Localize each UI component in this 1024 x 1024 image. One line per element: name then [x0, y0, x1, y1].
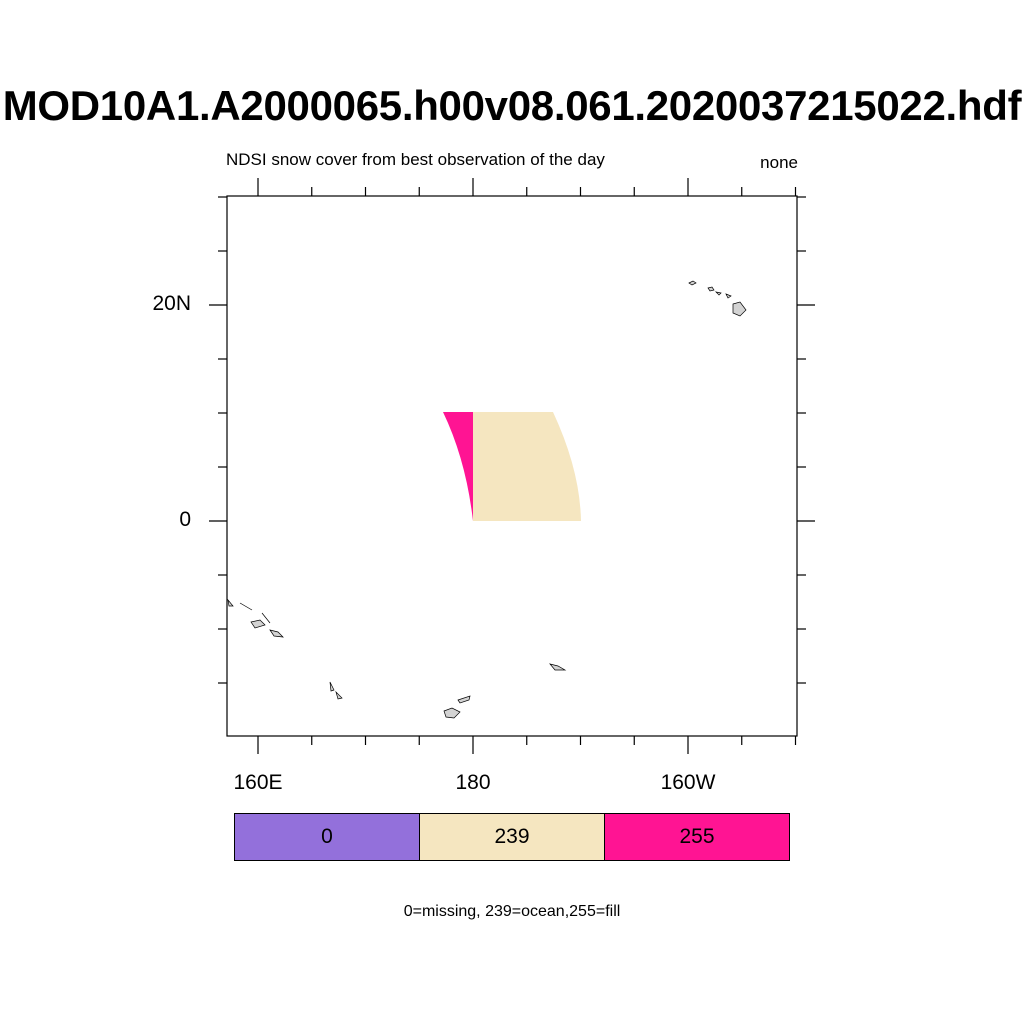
color-legend: 0 239 255 — [234, 813, 790, 861]
lat-tick-label: 0 — [179, 508, 191, 531]
pacific-islands — [227, 598, 567, 719]
legend-label-255: 255 — [679, 825, 715, 848]
map-subtitle-right: none — [760, 153, 798, 172]
legend-note: 0=missing, 239=ocean,255=fill — [403, 903, 621, 920]
map-title: MOD10A1.A2000065.h00v08.061.202003721502… — [2, 82, 1022, 129]
axis-ticks — [209, 178, 815, 754]
lat-tick-label: 20N — [152, 292, 191, 315]
plot-frame — [226, 195, 798, 737]
legend-box-0: 0 — [235, 814, 420, 860]
lon-tick-label: 180 — [455, 771, 491, 794]
legend-box-255: 255 — [605, 814, 789, 860]
legend-label-239: 239 — [494, 825, 530, 848]
lon-tick-label: 160W — [660, 771, 716, 794]
legend-box-239: 239 — [420, 814, 605, 860]
fill-region — [443, 412, 473, 521]
map-subtitle-left: NDSI snow cover from best observation of… — [226, 150, 605, 169]
legend-label-0: 0 — [321, 825, 333, 848]
hawaii-islands — [688, 280, 747, 317]
lon-tick-label: 160E — [233, 771, 283, 794]
ocean-region — [473, 412, 581, 521]
